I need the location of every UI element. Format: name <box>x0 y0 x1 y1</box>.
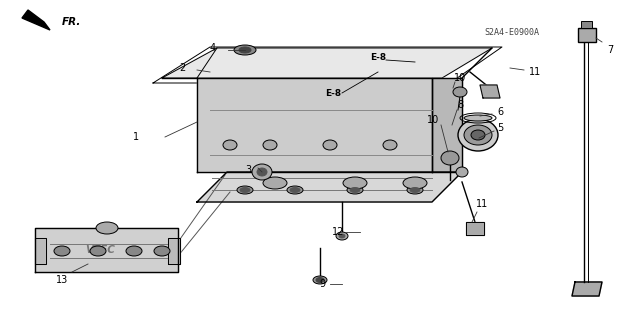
Ellipse shape <box>464 115 492 121</box>
Polygon shape <box>35 228 178 272</box>
Text: 6: 6 <box>497 107 503 117</box>
Ellipse shape <box>154 246 170 256</box>
Ellipse shape <box>336 232 348 240</box>
Text: 7: 7 <box>607 45 613 55</box>
Text: 9: 9 <box>319 279 325 289</box>
Ellipse shape <box>464 125 492 145</box>
Ellipse shape <box>90 246 106 256</box>
Ellipse shape <box>458 119 498 151</box>
Text: 12: 12 <box>332 227 344 237</box>
Polygon shape <box>22 10 50 30</box>
Ellipse shape <box>403 177 427 189</box>
Text: 11: 11 <box>529 67 541 77</box>
Ellipse shape <box>257 168 267 176</box>
Ellipse shape <box>323 140 337 150</box>
Ellipse shape <box>456 167 468 177</box>
Ellipse shape <box>350 188 360 193</box>
Text: 5: 5 <box>497 123 503 133</box>
Ellipse shape <box>407 186 423 194</box>
Ellipse shape <box>290 188 300 193</box>
Ellipse shape <box>410 188 420 193</box>
Text: 10: 10 <box>427 115 439 125</box>
Polygon shape <box>197 78 432 172</box>
Ellipse shape <box>441 151 459 165</box>
Ellipse shape <box>287 186 303 194</box>
Text: 8: 8 <box>457 100 463 110</box>
Ellipse shape <box>313 276 327 284</box>
Text: FR.: FR. <box>62 17 81 27</box>
Ellipse shape <box>223 140 237 150</box>
Polygon shape <box>197 172 462 202</box>
Ellipse shape <box>471 130 485 140</box>
Ellipse shape <box>96 222 118 234</box>
Polygon shape <box>162 48 492 78</box>
Text: VTEC: VTEC <box>85 245 115 255</box>
Bar <box>581 21 592 28</box>
Ellipse shape <box>347 186 363 194</box>
Ellipse shape <box>54 246 70 256</box>
Text: 3: 3 <box>245 165 251 175</box>
Polygon shape <box>35 238 46 264</box>
Ellipse shape <box>263 140 277 150</box>
Ellipse shape <box>316 277 324 283</box>
Text: E-8: E-8 <box>325 89 341 98</box>
Ellipse shape <box>339 234 345 238</box>
Polygon shape <box>480 85 500 98</box>
Ellipse shape <box>126 246 142 256</box>
Ellipse shape <box>240 188 250 193</box>
Ellipse shape <box>252 164 272 180</box>
Text: 4: 4 <box>210 43 216 53</box>
Text: S2A4-E0900A: S2A4-E0900A <box>484 28 540 36</box>
Text: 2: 2 <box>179 63 185 73</box>
Text: 10: 10 <box>454 73 466 83</box>
Ellipse shape <box>237 186 253 194</box>
Polygon shape <box>572 282 602 296</box>
Text: 11: 11 <box>476 199 488 209</box>
Text: E-8: E-8 <box>370 52 386 61</box>
Ellipse shape <box>383 140 397 150</box>
Ellipse shape <box>453 87 467 97</box>
Polygon shape <box>168 238 180 264</box>
Bar <box>578 28 596 42</box>
Text: 13: 13 <box>56 275 68 285</box>
Ellipse shape <box>234 45 256 55</box>
Ellipse shape <box>239 47 251 53</box>
Ellipse shape <box>263 177 287 189</box>
Polygon shape <box>466 222 484 235</box>
Polygon shape <box>432 78 462 172</box>
Text: 1: 1 <box>133 132 139 142</box>
Ellipse shape <box>343 177 367 189</box>
